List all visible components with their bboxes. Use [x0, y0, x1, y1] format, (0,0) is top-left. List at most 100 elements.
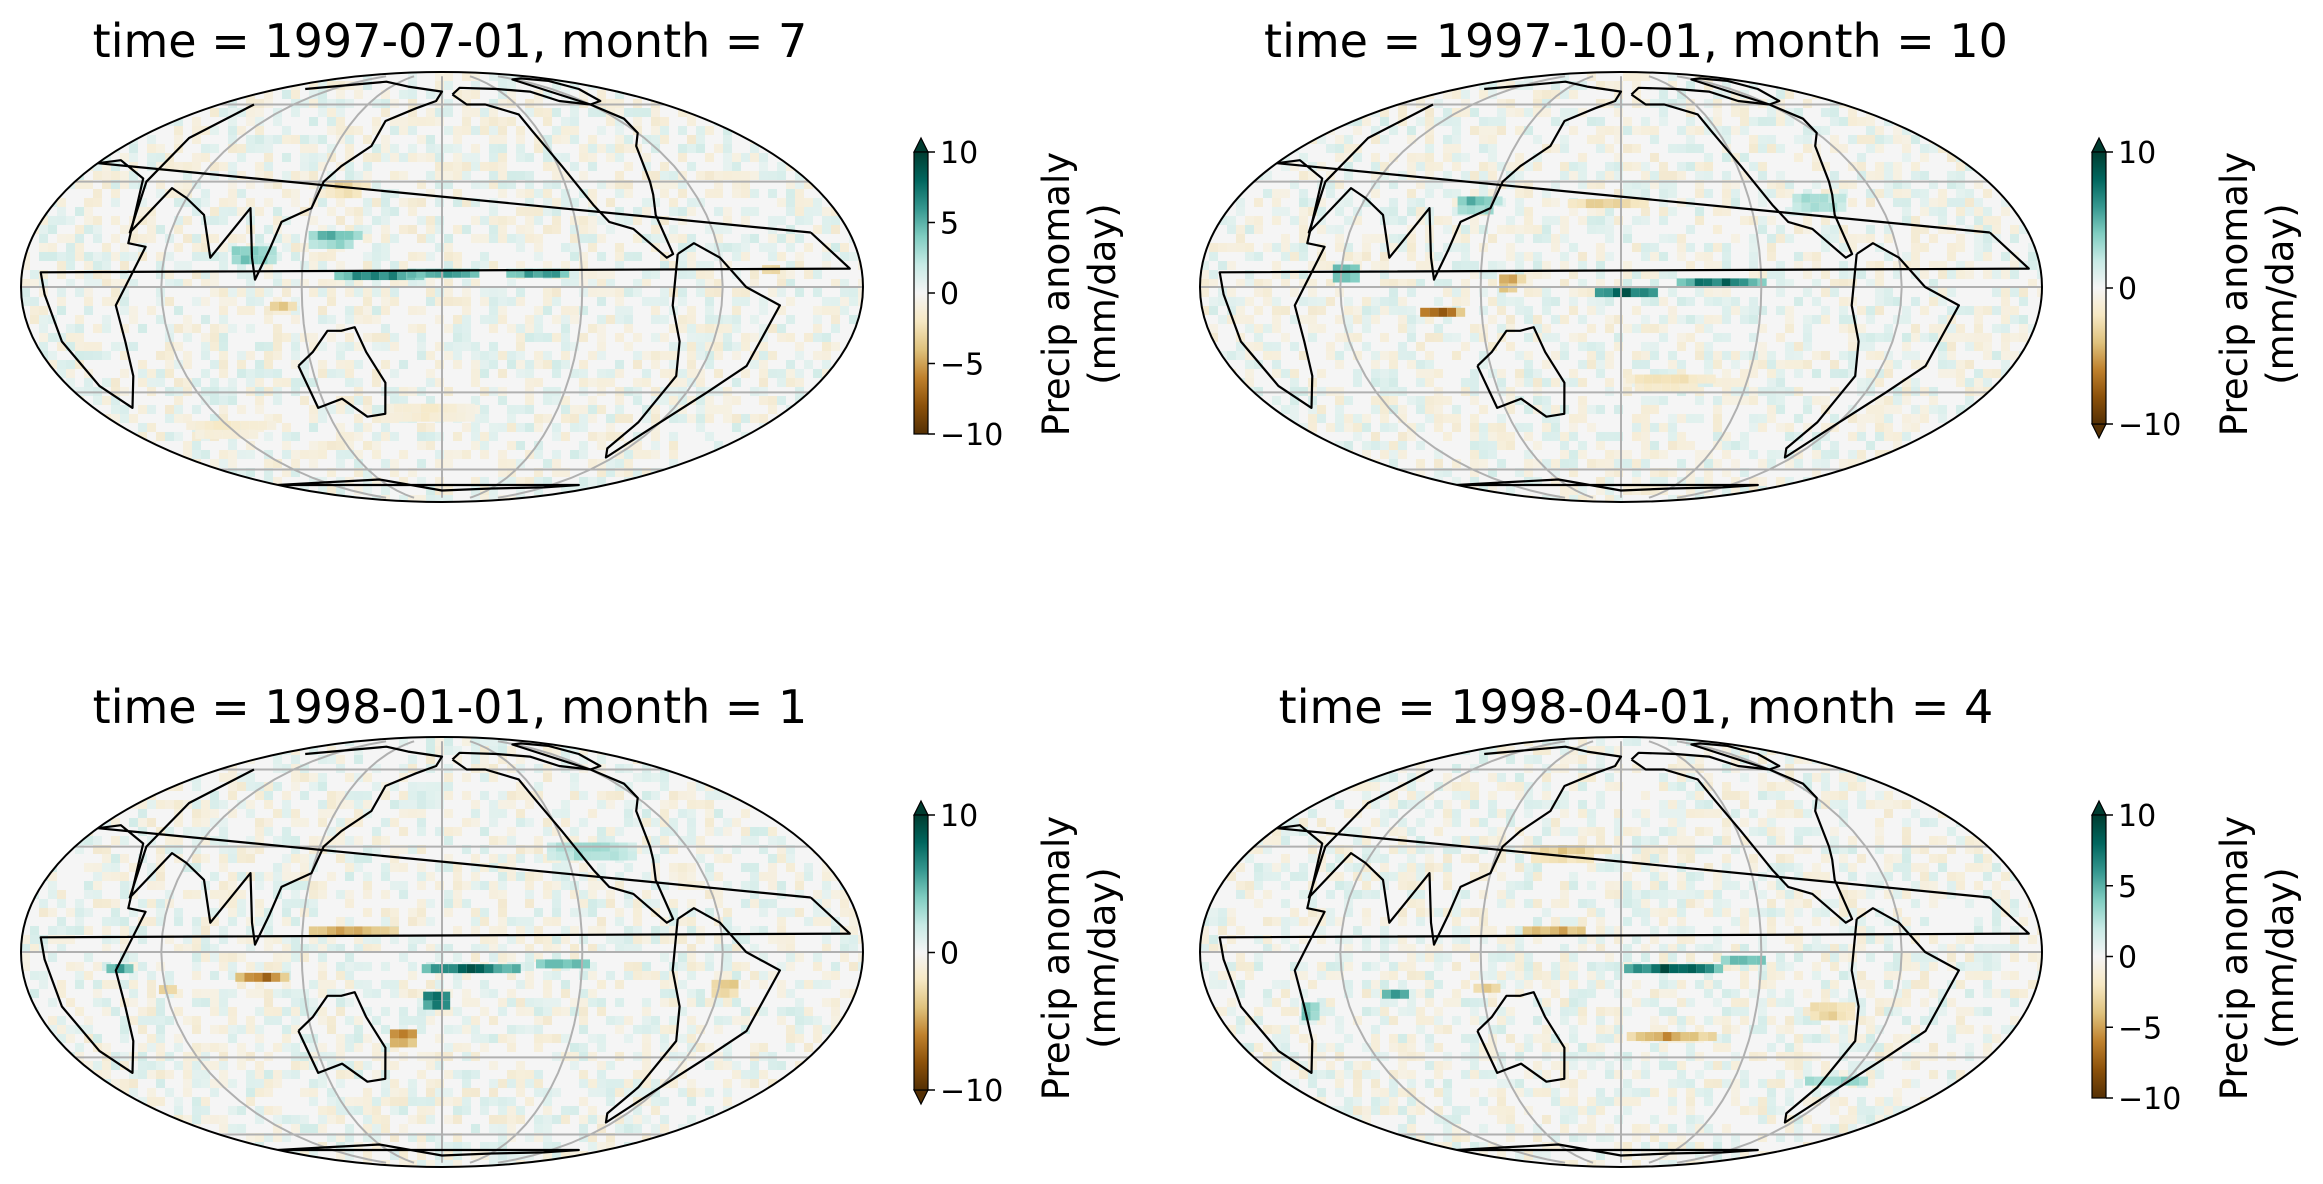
anomaly-cell	[308, 230, 318, 240]
colorbar-3: 10 0 −10	[913, 799, 1003, 1109]
anomaly-cell	[493, 964, 503, 974]
anomaly-cell	[204, 429, 214, 439]
anomaly-cell	[452, 268, 462, 278]
anomaly-cell	[1310, 1002, 1320, 1012]
anomaly-cell	[287, 301, 297, 311]
anomaly-cell	[411, 412, 421, 422]
anomaly-cell	[729, 988, 739, 998]
coastline-africa	[1218, 824, 2030, 1074]
anomaly-cell	[1688, 374, 1698, 384]
coastline-australia	[297, 991, 387, 1083]
anomaly-cell	[380, 926, 390, 936]
anomaly-cell	[1594, 845, 1604, 855]
anomaly-cell	[1585, 199, 1595, 209]
coastline-greenland	[511, 77, 602, 106]
anomaly-cell	[533, 268, 543, 278]
anomaly-cell	[1310, 1011, 1320, 1021]
anomaly-cell	[186, 420, 196, 430]
gridline-meridian	[300, 740, 415, 1164]
anomaly-cell	[432, 991, 442, 1001]
anomaly-cell	[423, 991, 433, 1001]
anomaly-cell	[573, 851, 583, 861]
anomaly-cell	[353, 230, 363, 240]
anomaly-cell	[1540, 845, 1550, 855]
anomaly-cell	[465, 403, 475, 413]
anomaly-cell	[465, 412, 475, 422]
anomaly-cell	[407, 1029, 417, 1039]
anomaly-cell	[1670, 374, 1680, 384]
anomaly-cell	[1810, 1011, 1820, 1021]
anomaly-cell	[443, 268, 453, 278]
coastline-africa	[39, 824, 851, 1074]
colorbar-extend-min	[913, 1089, 929, 1106]
anomaly-cell	[258, 255, 268, 265]
anomaly-cell	[1585, 845, 1595, 855]
anomaly-cell	[441, 1000, 451, 1010]
colorbar-tick-label: 5	[2118, 870, 2137, 905]
colorbar-tick-label: 0	[2118, 941, 2137, 976]
colorbar-tick-label: 0	[2118, 272, 2137, 307]
anomaly-cell	[421, 964, 431, 974]
anomaly-cell	[271, 972, 281, 982]
anomaly-cell	[429, 412, 439, 422]
anomaly-cell	[1621, 199, 1631, 209]
anomaly-cell	[506, 268, 516, 278]
anomaly-cell	[720, 988, 730, 998]
anomaly-cell	[441, 991, 451, 1001]
anomaly-cell	[1630, 288, 1640, 298]
colorbar-tick-label: 0	[940, 277, 959, 312]
anomaly-cell	[1635, 1032, 1645, 1042]
anomaly-cell	[267, 420, 277, 430]
anomaly-cell	[1688, 383, 1698, 393]
anomaly-cell	[1850, 1076, 1860, 1086]
coastline-namerica	[451, 751, 675, 924]
anomaly-cell	[1399, 989, 1409, 999]
anomaly-cell	[1594, 199, 1604, 209]
map-panel-3	[20, 736, 864, 1168]
anomaly-cell	[1457, 205, 1467, 215]
gridline-meridian	[469, 75, 584, 499]
anomaly-cell	[334, 180, 344, 190]
colorbar-label-2: Precip anomaly (mm/day)	[2213, 151, 2302, 437]
anomaly-cell	[1301, 1002, 1311, 1012]
anomaly-cell	[1540, 854, 1550, 864]
anomaly-cell	[398, 1029, 408, 1039]
anomaly-cell	[609, 851, 619, 861]
anomaly-cell	[352, 189, 362, 199]
anomaly-cell	[1694, 278, 1704, 288]
coastline-asia	[128, 745, 444, 946]
anomaly-cell	[1801, 193, 1811, 203]
anomaly-cell	[1642, 964, 1652, 974]
colorbar-tick-label: −10	[2118, 1082, 2181, 1117]
anomaly-cell	[591, 851, 601, 861]
anomaly-cell	[1639, 288, 1649, 298]
anomaly-cell	[343, 180, 353, 190]
anomaly-cell	[1567, 845, 1577, 855]
anomaly-cell	[551, 268, 561, 278]
anomaly-cell	[1652, 374, 1662, 384]
anomaly-cell	[1438, 307, 1448, 317]
anomaly-cell	[1633, 964, 1643, 974]
anomaly-cell	[231, 246, 241, 256]
anomaly-cell	[1837, 1002, 1847, 1012]
colorbar-tick-label: −10	[940, 418, 1003, 453]
gridline-meridian	[160, 740, 387, 1164]
anomaly-cell	[447, 412, 457, 422]
anomaly-cell	[618, 851, 628, 861]
anomaly-cell	[524, 268, 534, 278]
colorbar-gradient	[913, 814, 929, 1091]
anomaly-cell	[1689, 1032, 1699, 1042]
anomaly-cell	[555, 851, 565, 861]
anomaly-cell	[484, 964, 494, 974]
anomaly-cell	[1625, 374, 1635, 384]
anomaly-cell	[627, 851, 637, 861]
anomaly-cell	[231, 429, 241, 439]
anomaly-cell	[362, 926, 372, 936]
anomaly-cell	[1819, 193, 1829, 203]
gridline-meridian	[1339, 75, 1566, 499]
anomaly-cell	[249, 246, 259, 256]
anomaly-cell	[361, 180, 371, 190]
anomaly-cell	[1341, 264, 1351, 274]
anomaly-cell	[423, 1000, 433, 1010]
